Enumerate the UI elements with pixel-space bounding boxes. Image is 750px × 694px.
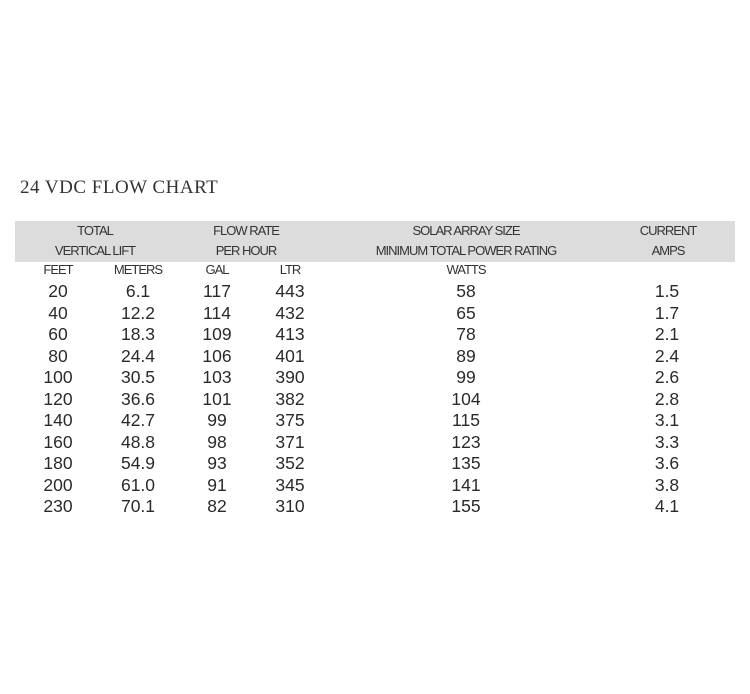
cell-amps: 3.1 — [654, 410, 680, 430]
cell-amps: 1.7 — [654, 302, 680, 323]
cell-watts: 104 — [451, 388, 481, 409]
cell-amps: 4.1 — [654, 496, 680, 516]
cell-ltr: 413 — [275, 324, 305, 344]
unit-feet: FEET — [43, 262, 73, 277]
cell-gal: 93 — [207, 453, 227, 473]
chart-title: 24 VDC FLOW CHART — [20, 177, 219, 198]
unit-gal: GAL — [205, 262, 229, 277]
cell-watts: 155 — [451, 496, 481, 516]
cell-watts: 78 — [456, 324, 476, 344]
cell-ltr: 375 — [275, 410, 305, 430]
cell-ltr: 382 — [275, 388, 305, 409]
cell-meters: 12.2 — [120, 302, 156, 323]
cell-gal: 103 — [202, 367, 232, 387]
cell-meters: 30.5 — [120, 367, 156, 387]
cell-meters: 6.1 — [125, 281, 151, 301]
unit-ltr: LTR — [279, 262, 302, 277]
cell-feet: 40 — [48, 302, 68, 323]
cell-ltr: 345 — [275, 474, 305, 495]
cell-feet: 140 — [43, 410, 73, 430]
cell-meters: 61.0 — [120, 474, 156, 495]
cell-gal: 82 — [207, 496, 227, 516]
cell-ltr: 401 — [275, 345, 305, 366]
header-solar-line1: SOLAR ARRAY SIZE — [412, 223, 520, 238]
cell-feet: 230 — [43, 496, 73, 516]
cell-gal: 99 — [207, 410, 227, 430]
cell-watts: 135 — [451, 453, 481, 473]
cell-meters: 54.9 — [120, 453, 156, 473]
header-lift-line2: VERTICAL LIFT — [54, 243, 136, 258]
cell-feet: 20 — [48, 281, 68, 301]
cell-gal: 106 — [202, 345, 232, 366]
cell-amps: 2.1 — [654, 324, 680, 344]
header-current-line2: AMPS — [651, 243, 686, 258]
cell-amps: 1.5 — [654, 281, 680, 301]
cell-ltr: 310 — [275, 496, 305, 516]
cell-meters: 70.1 — [120, 496, 156, 516]
cell-amps: 3.6 — [654, 453, 680, 473]
header-current-line1: CURRENT — [639, 223, 698, 238]
cell-watts: 99 — [456, 367, 476, 387]
cell-watts: 115 — [452, 410, 480, 430]
header-lift-line1: TOTAL — [77, 223, 114, 238]
header-flow-line2: PER HOUR — [215, 243, 278, 258]
cell-meters: 24.4 — [120, 345, 156, 366]
cell-gal: 114 — [203, 302, 231, 323]
cell-feet: 180 — [43, 453, 73, 473]
cell-watts: 58 — [456, 281, 476, 301]
cell-feet: 120 — [43, 388, 73, 409]
cell-watts: 123 — [451, 431, 481, 452]
cell-ltr: 443 — [275, 281, 305, 301]
cell-watts: 141 — [451, 474, 481, 495]
cell-meters: 42.7 — [120, 410, 156, 430]
cell-amps: 2.4 — [654, 345, 680, 366]
cell-feet: 80 — [48, 345, 68, 366]
cell-amps: 3.3 — [654, 431, 680, 452]
cell-meters: 36.6 — [120, 388, 156, 409]
cell-gal: 101 — [202, 388, 232, 409]
cell-feet: 160 — [43, 431, 73, 452]
cell-gal: 109 — [202, 324, 232, 344]
cell-meters: 48.8 — [120, 431, 156, 452]
cell-amps: 3.8 — [654, 474, 680, 495]
cell-amps: 2.6 — [654, 367, 680, 387]
cell-ltr: 371 — [275, 431, 305, 452]
cell-gal: 98 — [207, 431, 227, 452]
header-solar-line2: MINIMUM TOTAL POWER RATING — [375, 243, 558, 258]
cell-ltr: 432 — [275, 302, 305, 323]
cell-gal: 91 — [207, 474, 227, 495]
cell-watts: 65 — [456, 302, 476, 323]
cell-feet: 60 — [48, 324, 68, 344]
cell-feet: 200 — [43, 474, 73, 495]
cell-ltr: 390 — [275, 367, 305, 387]
cell-feet: 100 — [43, 367, 73, 387]
unit-meters: METERS — [113, 262, 163, 277]
unit-watts: WATTS — [446, 262, 486, 277]
cell-ltr: 352 — [275, 453, 305, 473]
cell-watts: 89 — [456, 345, 476, 366]
cell-amps: 2.8 — [654, 388, 680, 409]
cell-gal: 117 — [203, 281, 231, 301]
header-flow-line1: FLOW RATE — [213, 223, 280, 238]
cell-meters: 18.3 — [120, 324, 156, 344]
header-band — [15, 221, 735, 262]
